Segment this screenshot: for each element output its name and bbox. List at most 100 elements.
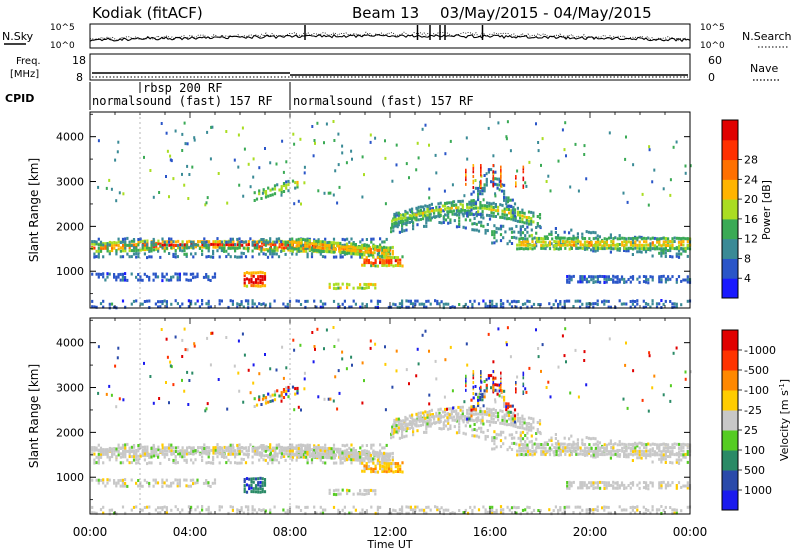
power-cell	[492, 176, 495, 180]
velocity-cell	[247, 505, 250, 509]
power-cell	[310, 252, 314, 256]
power-cell	[396, 305, 399, 309]
power-cell	[264, 147, 266, 150]
power-cell	[297, 299, 300, 303]
velocity-cell	[682, 455, 685, 459]
velocity-cell	[470, 412, 473, 416]
velocity-cell	[234, 449, 237, 453]
power-cell	[328, 282, 331, 286]
velocity-cell	[662, 446, 665, 450]
velocity-cell	[231, 505, 234, 509]
power-cell	[190, 240, 193, 244]
power-cell	[575, 244, 578, 248]
velocity-cell	[367, 450, 370, 454]
power-cell	[181, 246, 184, 249]
velocity-cell	[603, 481, 606, 485]
power-cell	[225, 240, 228, 244]
power-cell	[317, 189, 320, 193]
velocity-cell	[610, 483, 613, 487]
power-cell	[649, 248, 652, 252]
velocity-cell	[680, 485, 683, 489]
velocity-cell	[524, 443, 527, 447]
power-cell	[365, 258, 368, 262]
velocity-cell	[271, 458, 274, 462]
velocity-cell	[394, 470, 397, 473]
velocity-cell	[244, 446, 248, 450]
velocity-cell	[396, 467, 400, 471]
velocity-cell	[297, 505, 300, 509]
velocity-cell	[494, 421, 497, 424]
velocity-cell	[395, 427, 398, 431]
velocity-cell	[660, 486, 663, 490]
power-cell	[291, 240, 294, 244]
velocity-cell	[374, 450, 377, 454]
velocity-cell	[330, 456, 333, 460]
velocity-cell	[542, 450, 545, 454]
velocity-cell	[401, 461, 404, 465]
power-cell	[408, 220, 411, 224]
power-cell	[238, 243, 241, 247]
velocity-cell	[170, 484, 173, 488]
power-cell	[594, 280, 597, 284]
velocity-cell	[181, 449, 184, 453]
velocity-cell	[174, 461, 177, 465]
power-cell	[479, 213, 482, 216]
power-cell	[532, 214, 535, 218]
power-cell	[592, 244, 595, 247]
power-cell	[490, 211, 493, 215]
power-cell	[135, 246, 138, 250]
velocity-cell	[430, 408, 433, 412]
velocity-cell	[508, 414, 511, 417]
power-cell	[286, 305, 289, 309]
velocity-cell	[462, 420, 465, 424]
velocity-cell	[273, 505, 276, 509]
velocity-cell	[513, 436, 516, 440]
power-cell	[214, 240, 217, 244]
velocity-cell	[559, 450, 562, 454]
velocity-cell	[310, 452, 314, 456]
power-cell	[530, 222, 533, 226]
velocity-cell	[369, 452, 372, 456]
power-cell	[119, 241, 122, 244]
power-cell	[494, 182, 497, 186]
power-cell	[260, 246, 263, 250]
velocity-cell	[271, 399, 274, 403]
velocity-cell	[302, 455, 306, 459]
power-cell	[201, 299, 204, 302]
power-cell	[163, 246, 167, 250]
power-cell	[374, 283, 377, 287]
velocity-cell	[684, 455, 687, 459]
power-cell	[527, 244, 530, 248]
velocity-cell	[315, 454, 318, 458]
velocity-cell	[511, 417, 514, 421]
power-cell	[161, 275, 164, 279]
velocity-cell	[563, 436, 566, 440]
power-cell	[243, 284, 246, 288]
velocity-cell	[115, 449, 118, 453]
velocity-cell	[458, 431, 461, 434]
velocity-cell	[99, 449, 103, 453]
power-cell	[350, 245, 353, 249]
power-cell	[522, 247, 525, 251]
power-cell	[485, 183, 488, 187]
power-cell	[264, 252, 267, 256]
power-cell	[372, 263, 375, 267]
power-cell	[612, 243, 615, 247]
power-cell	[250, 277, 253, 281]
velocity-cell	[161, 481, 164, 485]
power-cell	[660, 278, 663, 282]
velocity-cell	[247, 449, 250, 452]
power-cell	[487, 126, 490, 130]
power-cell	[601, 244, 604, 248]
power-cell	[335, 255, 338, 259]
power-cell	[146, 246, 149, 250]
power-cell	[562, 240, 565, 243]
nsearch-label: N.Search	[742, 30, 792, 43]
velocity-cell	[529, 449, 532, 453]
velocity-cell	[490, 374, 493, 378]
velocity-cell	[295, 453, 298, 457]
power-cell	[441, 204, 444, 208]
power-cell	[517, 230, 520, 234]
velocity-cell	[143, 506, 146, 509]
velocity-cell	[291, 446, 294, 450]
